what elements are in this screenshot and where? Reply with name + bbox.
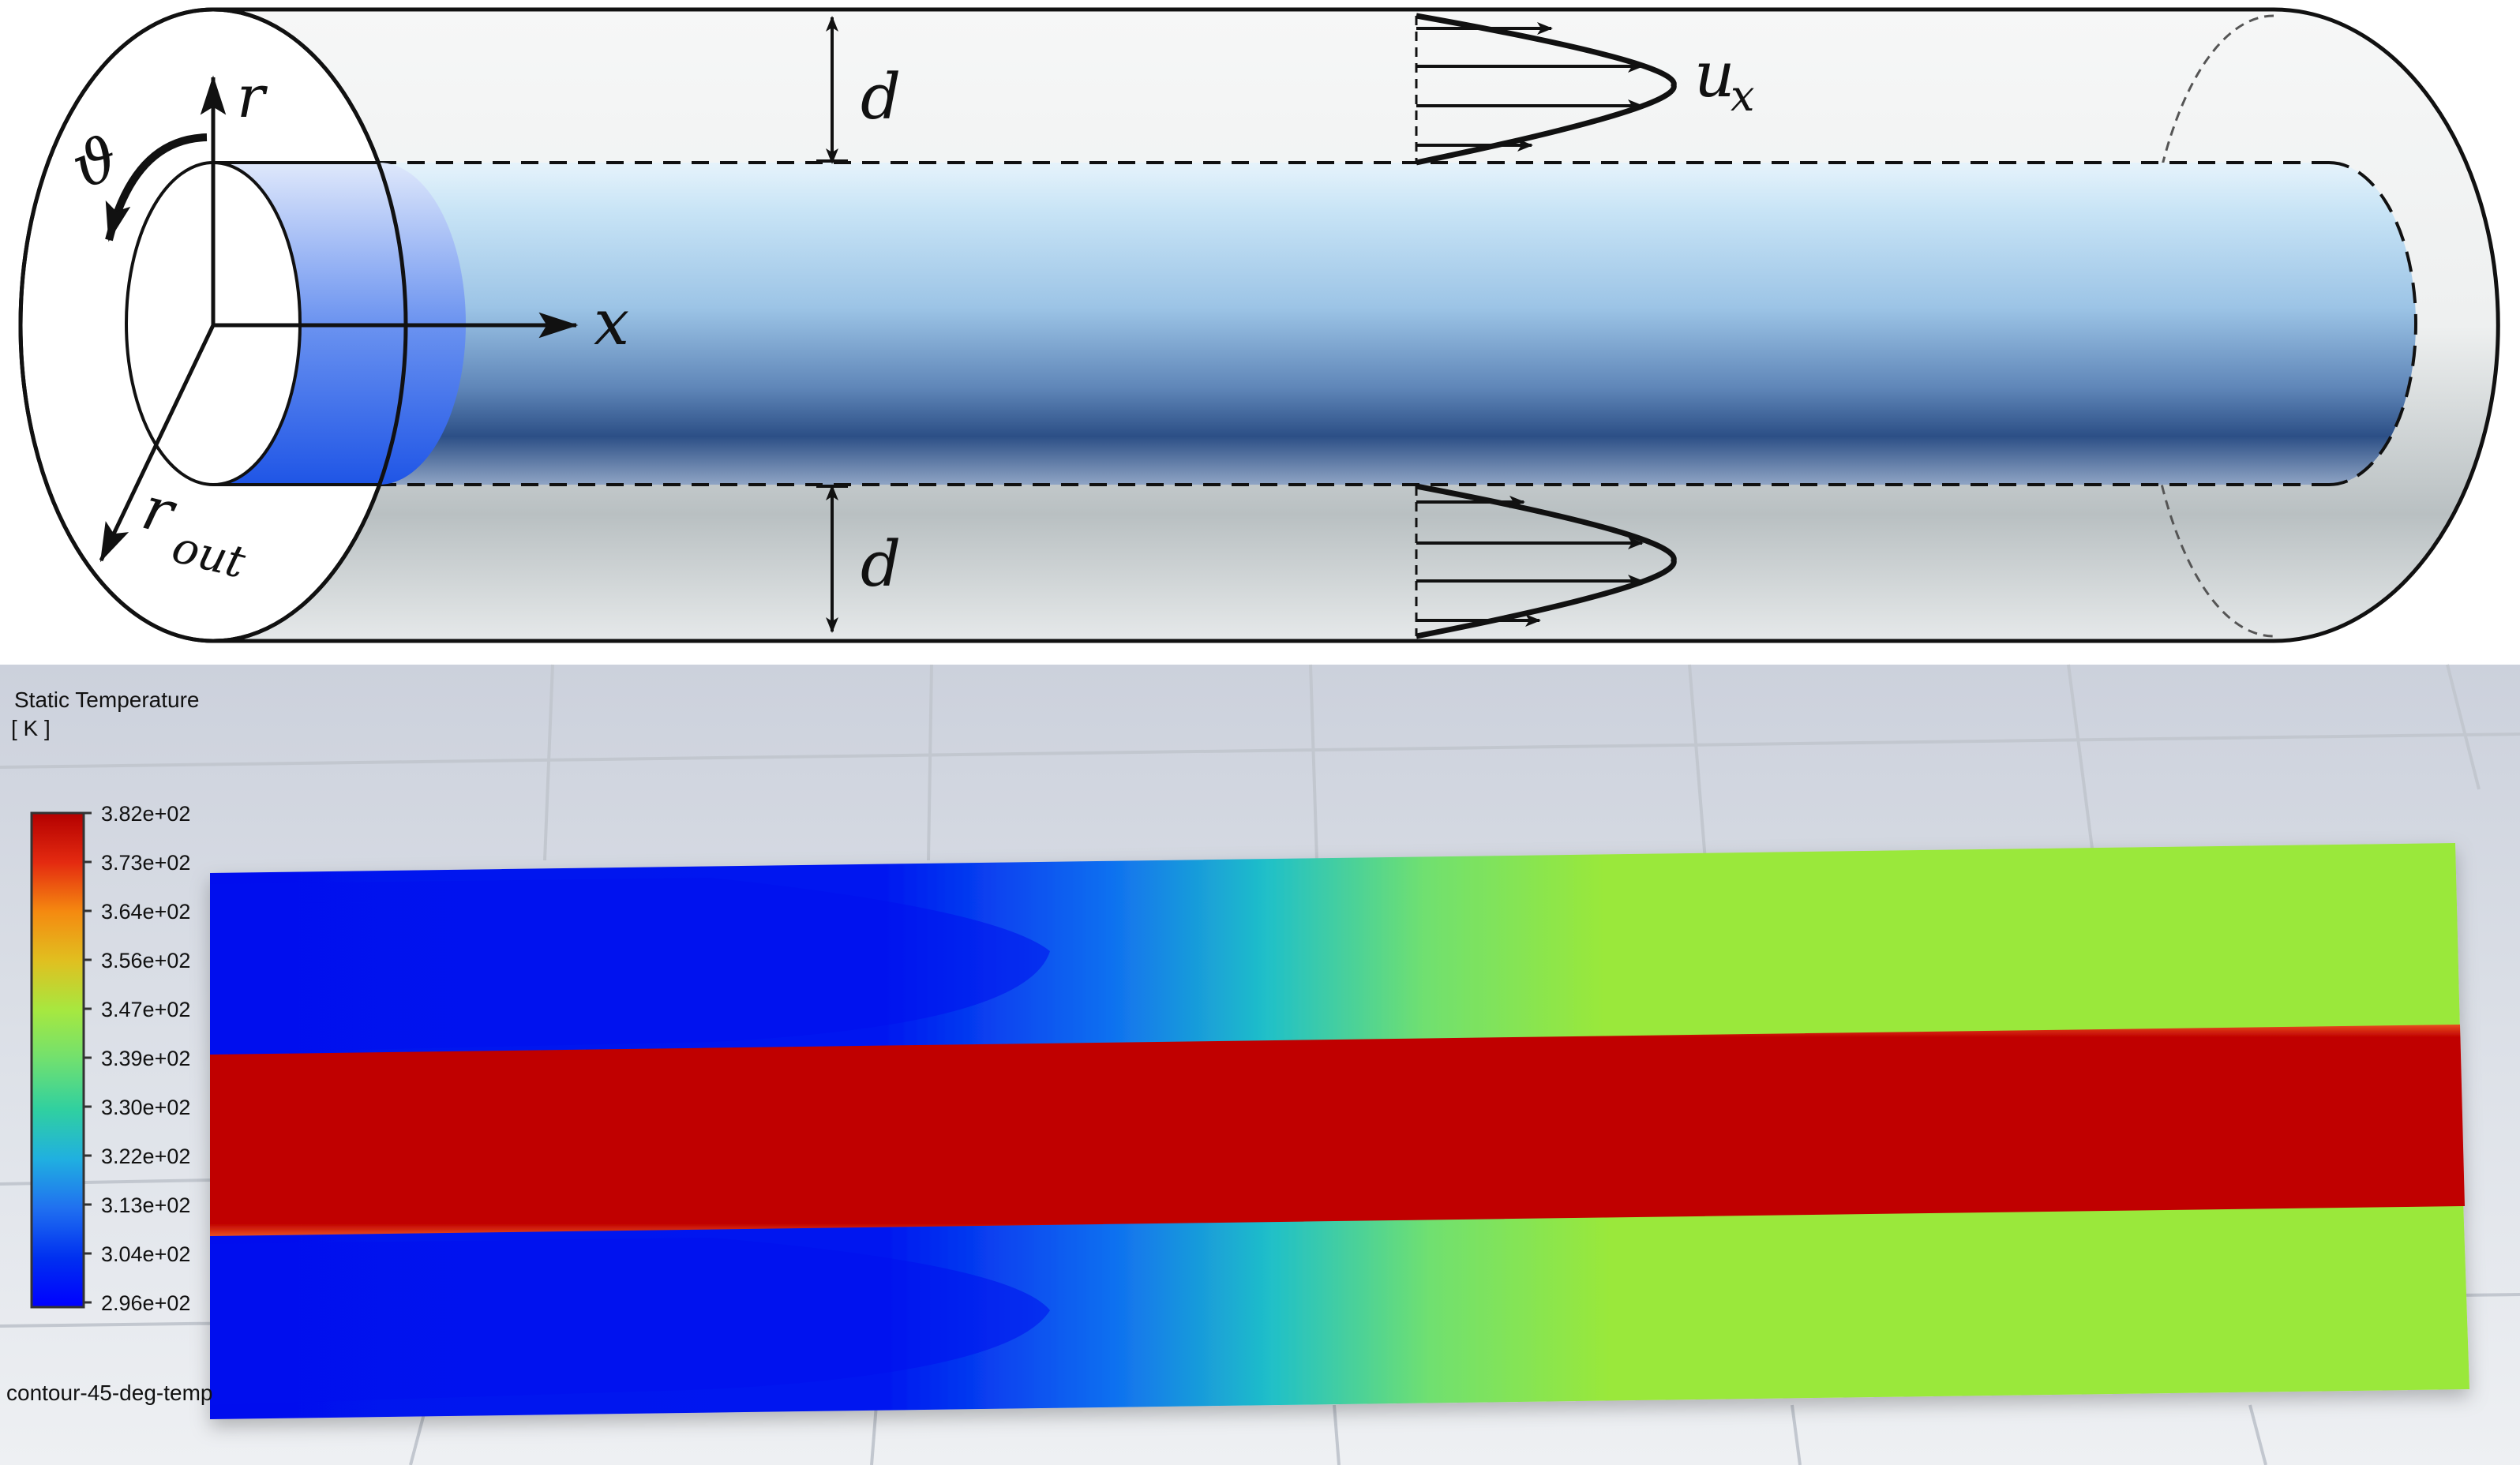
legend-tick-labels: 3.82e+02 3.73e+02 3.64e+02 3.56e+02 3.47e+02… (84, 802, 190, 1315)
legend-tick-label: 3.64e+02 (101, 900, 190, 924)
temperature-contour-panel: Static Temperature [ K ] 3.82e+02 3.73e+0… (0, 664, 2520, 1465)
legend-title: Static Temperature (14, 688, 200, 712)
legend-unit: [ K ] (11, 716, 51, 740)
x-label: x (594, 286, 629, 359)
contour-caption: contour-45-deg-temp (6, 1381, 212, 1405)
legend-tick-label: 3.30e+02 (101, 1096, 190, 1119)
velocity-profile-bottom (1415, 483, 1677, 639)
upper-cold-tongue (210, 878, 1050, 1053)
d-bottom-label: d (861, 527, 901, 601)
theta-arrow (105, 133, 208, 242)
legend-tick-label: 3.47e+02 (101, 998, 190, 1021)
u-x-label: u x (1694, 38, 1754, 121)
hot-core-region (210, 1025, 2465, 1236)
svg-text:u: u (1694, 38, 1735, 111)
legend-tick-label: 3.04e+02 (101, 1242, 190, 1266)
temperature-legend: Static Temperature [ K ] 3.82e+02 3.73e+0… (11, 688, 200, 1315)
legend-tick-label: 3.56e+02 (101, 949, 190, 972)
legend-tick-label: 3.39e+02 (101, 1047, 190, 1070)
lower-cold-tongue (210, 1238, 1050, 1405)
legend-tick-label: 3.22e+02 (101, 1145, 190, 1168)
legend-tick-label: 3.82e+02 (101, 802, 190, 826)
velocity-profile-top (1415, 13, 1677, 166)
legend-tick-label: 2.96e+02 (101, 1291, 190, 1315)
inner-pipe-end (2328, 161, 2417, 486)
d-top-label: d (861, 60, 901, 133)
pipe-schematic: r x ϑ r out d d u x (18, 7, 2500, 643)
cold-tongues (210, 878, 1050, 1405)
r-label: r (237, 63, 268, 131)
legend-tick-label: 3.13e+02 (101, 1193, 190, 1217)
legend-tick-label: 3.73e+02 (101, 851, 190, 875)
legend-colorbar (30, 811, 85, 1309)
svg-text:x: x (1731, 71, 1754, 121)
r-out-axis-arrow (99, 324, 216, 563)
